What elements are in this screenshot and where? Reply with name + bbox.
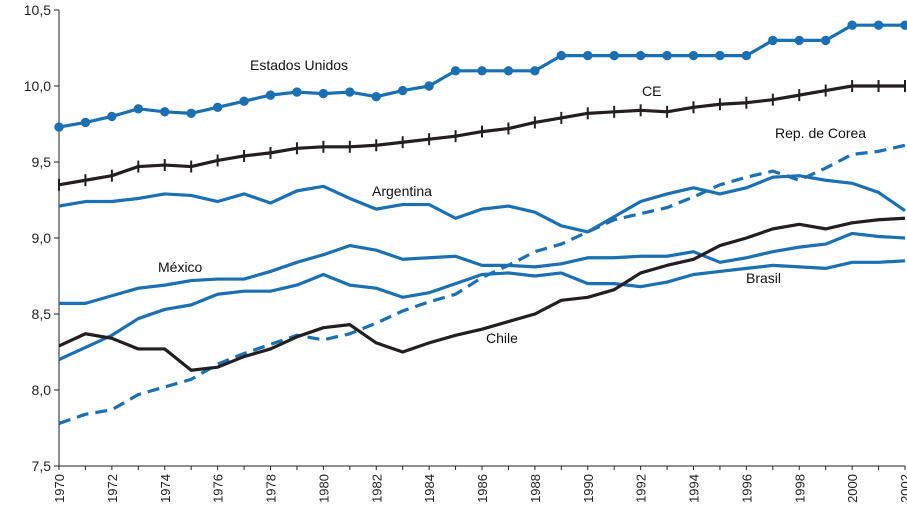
x-tick-label: 1982 bbox=[369, 474, 384, 503]
data-point-estados-unidos bbox=[397, 85, 408, 96]
series-line-brasil bbox=[58, 259, 906, 362]
data-point-estados-unidos bbox=[265, 90, 276, 100]
x-tick-label: 1976 bbox=[211, 474, 226, 503]
x-tick-label: 1984 bbox=[422, 474, 437, 503]
y-tick-label: 8,5 bbox=[32, 306, 52, 322]
data-point-estados-unidos bbox=[477, 66, 487, 76]
data-point-estados-unidos bbox=[160, 107, 170, 117]
series-line-mexico bbox=[59, 231, 906, 305]
series-labels: Estados Unidos CE Rep. de Corea Argentina Mé… bbox=[158, 57, 866, 346]
x-ticks: 1970 1972 1974 1976 1978 1980 1982 1984 1986 1988… bbox=[52, 466, 907, 503]
x-tick-label: 2002 bbox=[898, 474, 907, 503]
data-point-estados-unidos bbox=[583, 50, 593, 61]
data-point-estados-unidos bbox=[345, 87, 355, 97]
series-label-ce: CE bbox=[642, 83, 661, 99]
data-point-estados-unidos bbox=[371, 91, 381, 102]
x-tick-label: 1992 bbox=[634, 474, 649, 503]
x-tick-label: 1980 bbox=[316, 474, 331, 503]
series-label-chile: Chile bbox=[486, 330, 518, 346]
data-point-estados-unidos bbox=[80, 117, 91, 128]
axes bbox=[58, 10, 905, 467]
series-layer bbox=[54, 20, 907, 425]
series-label-estados-unidos: Estados Unidos bbox=[250, 57, 348, 73]
y-tick-label: 9,0 bbox=[32, 230, 52, 246]
x-tick-label: 1990 bbox=[581, 474, 596, 503]
y-tick-label: 7,5 bbox=[32, 458, 52, 474]
y-tick-label: 9,5 bbox=[32, 154, 52, 170]
data-point-estados-unidos bbox=[107, 111, 117, 122]
x-tick-label: 1996 bbox=[739, 474, 754, 503]
x-tick-label: 1974 bbox=[158, 474, 173, 503]
data-point-estados-unidos bbox=[688, 50, 699, 61]
data-point-estados-unidos bbox=[133, 104, 144, 114]
data-point-estados-unidos bbox=[530, 66, 540, 76]
data-point-estados-unidos bbox=[715, 50, 725, 61]
x-tick-label: 1986 bbox=[475, 474, 490, 503]
data-point-estados-unidos bbox=[239, 96, 249, 106]
data-point-estados-unidos bbox=[318, 88, 329, 99]
data-point-estados-unidos bbox=[503, 66, 514, 76]
series-line-argentina bbox=[58, 174, 906, 234]
y-tick-label: 8,0 bbox=[32, 382, 52, 398]
data-point-estados-unidos bbox=[450, 66, 461, 76]
data-point-estados-unidos bbox=[556, 50, 567, 61]
data-point-estados-unidos bbox=[292, 87, 302, 97]
series-line-chile bbox=[58, 216, 906, 372]
data-point-estados-unidos bbox=[847, 20, 857, 30]
data-point-estados-unidos bbox=[794, 35, 804, 46]
y-tick-label: 10,0 bbox=[24, 78, 51, 94]
y-ticks: 7,5 8,0 8,5 9,0 9,5 10,0 10,5 bbox=[24, 2, 59, 474]
data-point-estados-unidos bbox=[609, 50, 619, 61]
series-label-mexico: México bbox=[158, 259, 203, 275]
x-tick-label: 1988 bbox=[528, 474, 543, 503]
data-point-estados-unidos bbox=[212, 102, 223, 112]
data-point-estados-unidos bbox=[820, 35, 831, 46]
data-point-estados-unidos bbox=[54, 122, 64, 132]
data-point-estados-unidos bbox=[768, 35, 778, 46]
x-tick-label: 2000 bbox=[845, 474, 860, 503]
series-label-argentina: Argentina bbox=[372, 183, 432, 199]
data-point-estados-unidos bbox=[741, 50, 752, 61]
series-label-brasil: Brasil bbox=[746, 270, 781, 286]
x-tick-label: 1998 bbox=[792, 474, 807, 503]
data-point-estados-unidos bbox=[662, 50, 672, 61]
series-label-rep-de-corea: Rep. de Corea bbox=[775, 125, 866, 141]
x-tick-label: 1972 bbox=[105, 474, 120, 503]
data-point-estados-unidos bbox=[873, 20, 884, 30]
y-tick-label: 10,5 bbox=[24, 2, 51, 18]
x-tick-label: 1970 bbox=[52, 474, 67, 503]
x-tick-label: 1978 bbox=[264, 474, 279, 503]
data-point-estados-unidos bbox=[635, 50, 646, 61]
data-point-estados-unidos bbox=[424, 81, 434, 91]
data-point-estados-unidos bbox=[900, 20, 907, 30]
series-line-estados-unidos bbox=[58, 23, 905, 129]
data-point-estados-unidos bbox=[186, 108, 196, 119]
x-tick-label: 1994 bbox=[687, 474, 702, 503]
